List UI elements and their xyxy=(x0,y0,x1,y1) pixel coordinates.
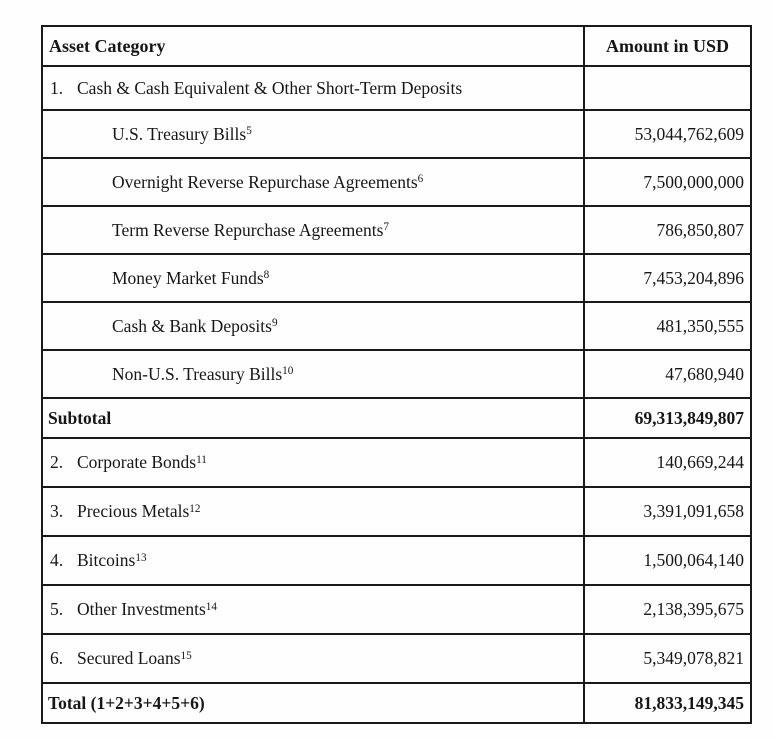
amount-cell: 786,850,807 xyxy=(583,205,752,255)
footnote-marker: 6 xyxy=(417,173,424,186)
asset-category-cell: 2. Corporate Bonds11 xyxy=(41,437,585,488)
asset-label: Total (1+2+3+4+5+6) xyxy=(48,692,205,713)
footnote-marker: 7 xyxy=(383,221,389,234)
asset-category-cell: 3. Precious Metals12 xyxy=(41,486,585,537)
table-row: 1. Cash & Cash Equivalent & Other Short-T… xyxy=(41,65,752,111)
table-row: Overnight Reverse Repurchase Agreements6… xyxy=(41,157,752,207)
asset-label: Bitcoins xyxy=(77,550,136,570)
footnote-marker: 14 xyxy=(205,600,217,613)
asset-label: Subtotal xyxy=(48,407,112,428)
table-row: Total (1+2+3+4+5+6) 81,833,149,345 xyxy=(41,682,752,724)
asset-breakdown-table: Asset Category Amount in USD 1. Cash & Ca… xyxy=(41,25,752,724)
asset-label: Cash & Cash Equivalent & Other Short-Ter… xyxy=(77,77,463,98)
asset-label: Corporate Bonds xyxy=(77,452,197,472)
footnote-marker: 12 xyxy=(189,502,201,515)
table-row: Cash & Bank Deposits9 481,350,555 xyxy=(41,301,752,351)
column-header-amount-usd: Amount in USD xyxy=(583,25,752,67)
row-number: 2. xyxy=(50,452,64,472)
footnote-marker: 8 xyxy=(263,269,270,282)
amount-cell: 1,500,064,140 xyxy=(583,535,752,586)
asset-category-cell: Non-U.S. Treasury Bills10 xyxy=(41,349,585,399)
asset-category-cell: Cash & Bank Deposits9 xyxy=(41,301,585,351)
amount-cell: 5,349,078,821 xyxy=(583,633,752,684)
amount-cell: 140,669,244 xyxy=(583,437,752,488)
amount-cell: 53,044,762,609 xyxy=(583,109,752,159)
asset-label: Precious Metals xyxy=(77,501,190,521)
amount-cell: 7,500,000,000 xyxy=(583,157,752,207)
asset-category-cell: Term Reverse Repurchase Agreements7 xyxy=(41,205,585,255)
amount-cell: 7,453,204,896 xyxy=(583,253,752,303)
asset-category-cell: Subtotal xyxy=(41,397,585,439)
table-row: Money Market Funds8 7,453,204,896 xyxy=(41,253,752,303)
table-header-row: Asset Category Amount in USD xyxy=(41,25,752,67)
footnote-marker: 13 xyxy=(135,551,147,564)
table-row: Non-U.S. Treasury Bills10 47,680,940 xyxy=(41,349,752,399)
amount-cell: 2,138,395,675 xyxy=(583,584,752,635)
asset-label: Money Market Funds xyxy=(112,267,264,288)
footnote-marker: 5 xyxy=(246,125,252,138)
asset-category-cell: Total (1+2+3+4+5+6) xyxy=(41,682,585,724)
row-number: 4. xyxy=(50,550,64,570)
table-row: 5. Other Investments14 2,138,395,675 xyxy=(41,584,752,635)
footnote-marker: 11 xyxy=(196,453,207,466)
asset-category-cell: 6. Secured Loans15 xyxy=(41,633,585,684)
row-number: 6. xyxy=(50,648,64,668)
row-number: 3. xyxy=(50,501,64,521)
table-row: Subtotal 69,313,849,807 xyxy=(41,397,752,439)
asset-category-cell: Money Market Funds8 xyxy=(41,253,585,303)
asset-label: Cash & Bank Deposits xyxy=(112,315,272,336)
footnote-marker: 15 xyxy=(180,649,192,662)
table-row: 6. Secured Loans15 5,349,078,821 xyxy=(41,633,752,684)
amount-cell: 47,680,940 xyxy=(583,349,752,399)
asset-category-cell: 4. Bitcoins13 xyxy=(41,535,585,586)
amount-cell: 69,313,849,807 xyxy=(583,397,752,439)
asset-category-cell: U.S. Treasury Bills5 xyxy=(41,109,585,159)
table-row: 2. Corporate Bonds11 140,669,244 xyxy=(41,437,752,488)
footnote-marker: 9 xyxy=(271,317,278,330)
table-row: Term Reverse Repurchase Agreements7 786,8… xyxy=(41,205,752,255)
amount-cell: 81,833,149,345 xyxy=(583,682,752,724)
asset-label: Term Reverse Repurchase Agreements xyxy=(112,219,384,240)
asset-label: Overnight Reverse Repurchase Agreements xyxy=(112,171,418,192)
amount-cell: 3,391,091,658 xyxy=(583,486,752,537)
asset-label: U.S. Treasury Bills xyxy=(112,123,247,144)
asset-category-cell: Overnight Reverse Repurchase Agreements6 xyxy=(41,157,585,207)
asset-category-cell: 1. Cash & Cash Equivalent & Other Short-T… xyxy=(41,65,585,111)
amount-cell xyxy=(583,65,752,111)
table-row: U.S. Treasury Bills5 53,044,762,609 xyxy=(41,109,752,159)
table-row: 3. Precious Metals12 3,391,091,658 xyxy=(41,486,752,537)
asset-label: Other Investments xyxy=(77,599,206,619)
row-number: 5. xyxy=(50,599,64,619)
column-header-asset-category: Asset Category xyxy=(41,25,585,67)
table-row: 4. Bitcoins13 1,500,064,140 xyxy=(41,535,752,586)
asset-label: Non-U.S. Treasury Bills xyxy=(112,363,283,384)
footnote-marker: 10 xyxy=(282,365,294,378)
asset-category-cell: 5. Other Investments14 xyxy=(41,584,585,635)
row-number: 1. xyxy=(50,77,64,98)
asset-label: Secured Loans xyxy=(77,648,181,668)
amount-cell: 481,350,555 xyxy=(583,301,752,351)
